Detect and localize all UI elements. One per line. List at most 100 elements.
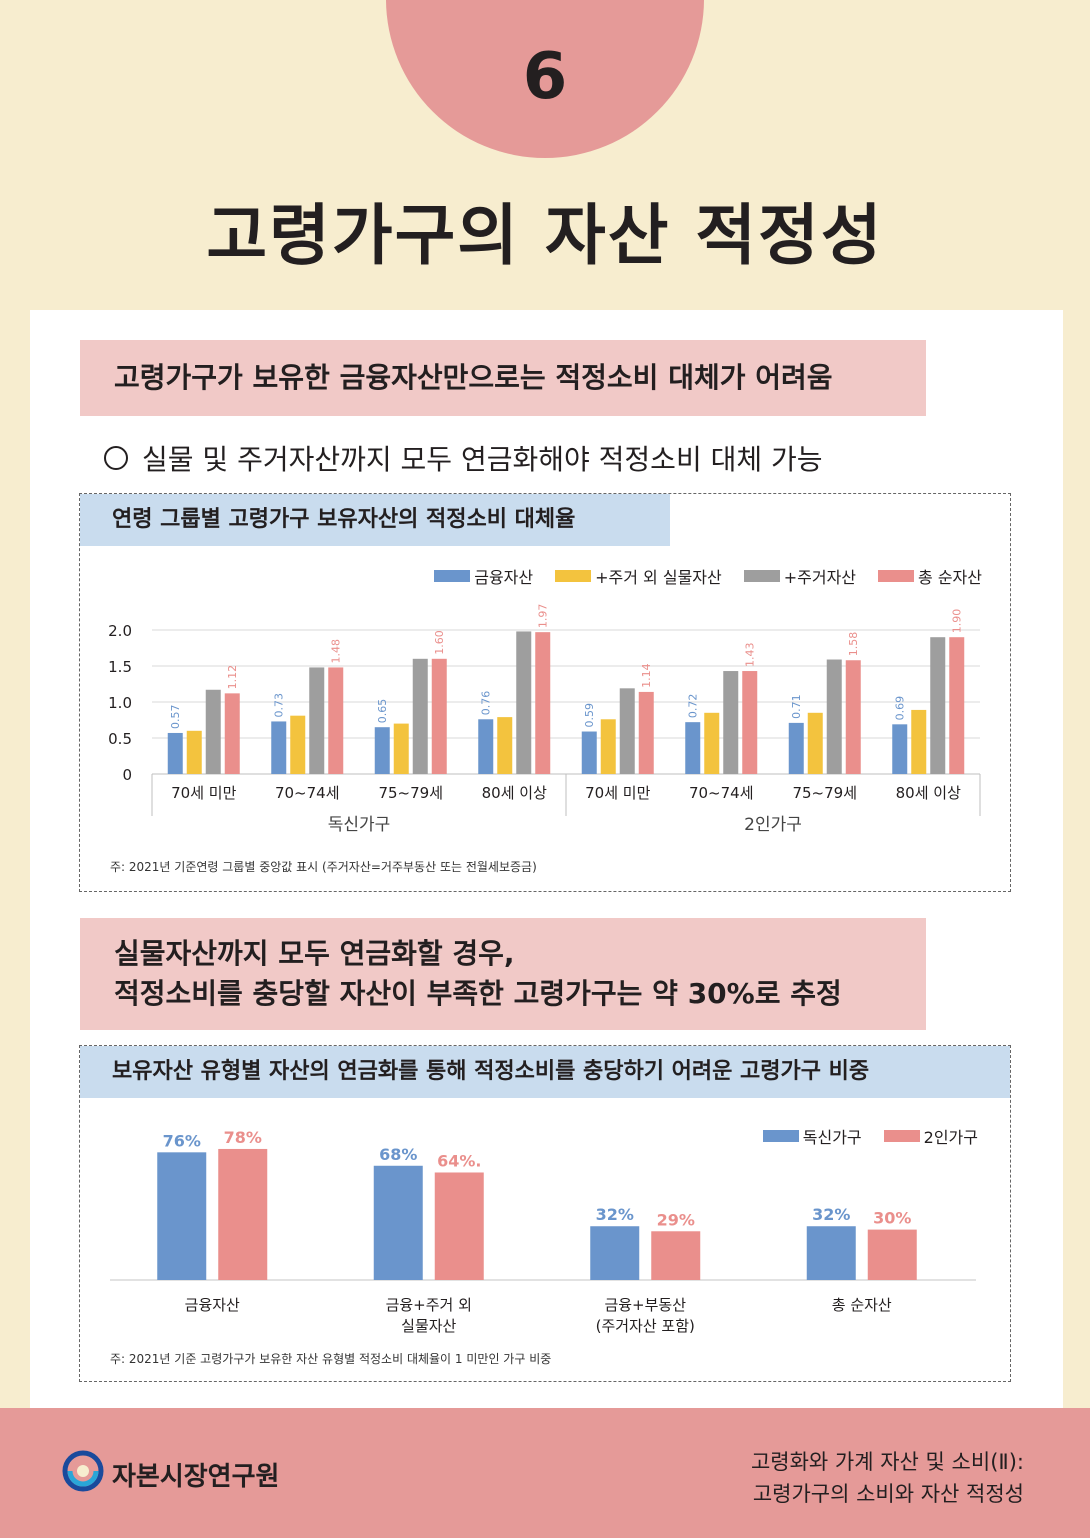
legend-label: 독신가구 [802,1128,862,1147]
legend-item: 총 순자산 [878,564,982,588]
legend-item: +주거 외 실물자산 [555,564,722,588]
x-tick-label: 금융+부동산 [604,1296,686,1314]
y-tick-label: 1.0 [108,694,132,712]
bar [497,717,513,774]
y-tick-label: 2.0 [108,622,132,640]
chart2-box: 보유자산 유형별 자산의 연금화를 통해 적정소비를 충당하기 어려운 고령가구… [79,1045,1011,1382]
bar [309,667,325,774]
legend-item: 독신가구 [762,1124,862,1148]
bar [826,659,842,774]
chart1-title-text: 연령 그룹별 고령가구 보유자산의 적정소비 대체율 [112,507,576,532]
report-title: 고령화와 가계 자산 및 소비(Ⅱ): 고령가구의 소비와 자산 적정성 [751,1446,1024,1510]
section2-headline-line2: 적정소비를 충당할 자산이 부족한 고령가구는 약 30%로 추정 [114,977,842,1010]
chart2-title-text: 보유자산 유형별 자산의 연금화를 통해 적정소비를 충당하기 어려운 고령가구… [112,1059,870,1084]
chart2-note: 주: 2021년 기준 고령가구가 보유한 자산 유형별 적정소비 대체율이 1… [110,1352,552,1366]
legend-swatch [555,570,592,582]
chart1-note: 주: 2021년 기준연령 그룹별 중앙값 표시 (주거자산=거주부동산 또는 … [110,860,537,874]
data-label: 0.65 [376,699,389,724]
bar [271,721,287,774]
bar [638,691,654,774]
data-label: 29% [657,1210,695,1229]
org-name: 자본시장연구원 [112,1462,280,1492]
report-title-line2: 고령가구의 소비와 자산 적정성 [752,1482,1024,1506]
group-label: 독신가구 [328,815,391,835]
bar [373,1165,423,1280]
bar [186,730,202,774]
bar [807,712,823,774]
x-tick-label: 금융자산 [185,1296,240,1314]
bar [806,1226,856,1280]
data-label: 32% [812,1205,850,1224]
x-tick-label: 80세 이상 [896,784,961,802]
legend-item: +주거자산 [743,564,857,588]
bar [704,712,720,774]
bar [788,722,804,774]
legend-label: 금융자산 [474,568,534,587]
bar [685,722,701,774]
legend-item: 2인가구 [883,1124,978,1148]
y-tick-label: 0 [122,766,132,784]
data-label: 1.58 [847,632,860,657]
bar [205,689,221,774]
bar [590,1226,640,1280]
bar [535,632,551,774]
x-tick-label: 80세 이상 [482,784,547,802]
bar [723,671,739,774]
legend-item: 금융자산 [434,564,533,588]
data-label: 78% [224,1128,262,1147]
group-label: 2인가구 [744,815,802,835]
data-label: 0.73 [273,693,286,718]
legend-swatch [434,570,471,582]
data-label: 1.48 [330,639,343,664]
x-tick-label: 70세 미만 [585,784,650,802]
x-tick-label: 70세 미만 [171,784,236,802]
chart2-legend: 독신가구 2인가구 [741,1124,978,1148]
x-tick-label: (주거자산 포함) [596,1317,695,1335]
bar [516,631,532,774]
y-tick-label: 1.5 [108,658,132,676]
chart1-box: 연령 그룹별 고령가구 보유자산의 적정소비 대체율 금융자산 +주거 외 실물자… [79,493,1011,892]
data-label: 1.14 [640,663,653,688]
kcmi-logo-icon [62,1450,104,1492]
bar [581,731,597,774]
bar [434,1172,484,1280]
section-number: 6 [522,40,568,114]
x-tick-label: 금융+주거 외 [386,1296,472,1314]
section1-bullet: 실물 및 주거자산까지 모두 연금화해야 적정소비 대체 가능 [104,438,823,478]
data-label: 1.43 [744,643,757,668]
legend-label: +주거자산 [783,568,857,587]
section1-headline: 고령가구가 보유한 금융자산만으로는 적정소비 대체가 어려움 [80,340,926,416]
legend-swatch [883,1130,920,1142]
bar [600,719,616,774]
page-title: 고령가구의 자산 적정성 [206,197,884,274]
data-label: 1.12 [226,665,239,690]
bar [619,688,635,774]
report-title-line1: 고령화와 가계 자산 및 소비(Ⅱ): [750,1450,1024,1474]
circle-bullet-icon [104,446,128,470]
section1-bullet-text: 실물 및 주거자산까지 모두 연금화해야 적정소비 대체 가능 [142,443,823,476]
data-label: 0.59 [583,703,596,728]
data-label: 68% [379,1145,417,1164]
bar [845,660,861,774]
bar [157,1152,207,1280]
section1-headline-text: 고령가구가 보유한 금융자산만으로는 적정소비 대체가 어려움 [114,361,833,394]
chart1-svg: 2.0 1.5 1.0 0.5 0 0.57 1.12 70세 미만 0.73 1.48 70~74… [108,604,981,835]
x-tick-label: 75~79세 [792,784,857,802]
bar [911,709,927,774]
data-label: 64%. [437,1151,481,1170]
bar [930,637,946,774]
bar [867,1229,917,1280]
chart1-legend: 금융자산 +주거 외 실물자산 +주거자산 총 순자산 [412,564,982,588]
chart1-title: 연령 그룹별 고령가구 보유자산의 적정소비 대체율 [80,494,670,546]
legend-swatch [762,1130,799,1142]
data-label: 0.76 [480,691,493,716]
y-tick-label: 0.5 [108,730,132,748]
bar [393,723,409,774]
bar [949,637,965,774]
data-label: 30% [873,1209,911,1228]
x-tick-label: 75~79세 [378,784,443,802]
bar [290,715,306,774]
section2-headline-line1: 실물자산까지 모두 연금화할 경우, [114,937,515,970]
bar [431,658,447,774]
